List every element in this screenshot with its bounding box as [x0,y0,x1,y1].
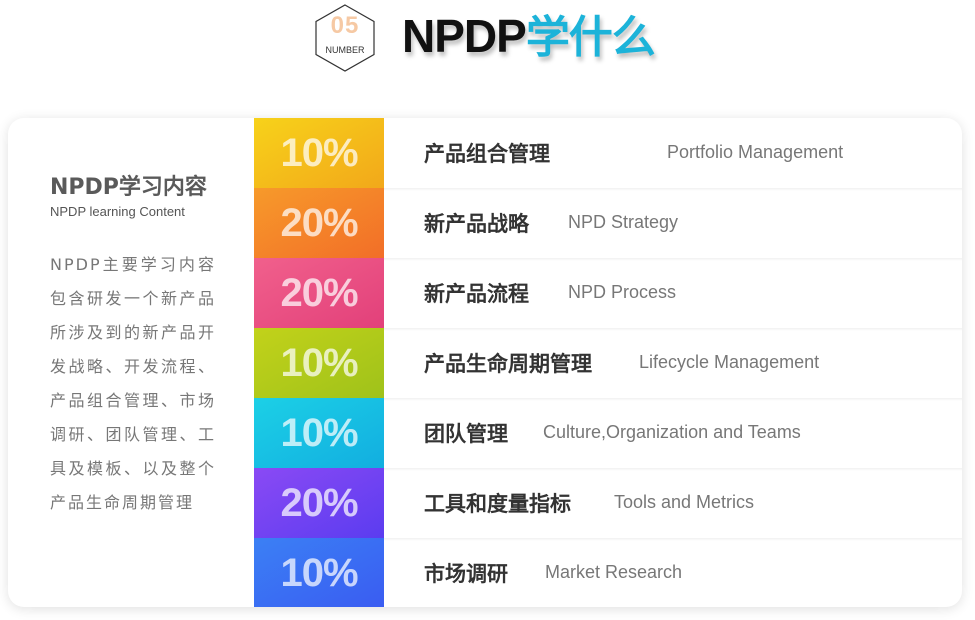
badge-number: 05 [330,12,360,39]
percent-block: 10% [254,398,384,468]
topic-name-en: NPD Strategy [568,212,679,232]
topic-list: 10% 产品组合管理 Portfolio Management 20% 新产品战略 NPD… [254,118,962,607]
percent-block: 10% [254,328,384,398]
topic-name-cn: 产品生命周期管理 [424,352,592,376]
topic-row: 10% 团队管理 Culture,Organization and Teams [254,398,962,471]
topic-name-en: NPD Process [568,282,677,302]
topic-row: 10% 产品生命周期管理 Lifecycle Management [254,328,962,401]
row-divider [384,188,962,191]
topic-row: 10% 市场调研 Market Research [254,538,962,607]
row-divider [384,398,962,401]
header: 05 NUMBER NPDP学什么 [0,0,975,80]
row-divider [384,468,962,471]
page-title-en: NPDP [402,10,527,62]
topic-name-cn: 产品组合管理 [424,142,550,166]
row-divider [384,538,962,541]
percent-block: 10% [254,538,384,607]
topic-name-cn: 工具和度量指标 [424,492,571,516]
topic-name-en: Market Research [545,562,683,582]
percent-block: 10% [254,118,384,188]
topic-name-cn: 新产品流程 [424,282,529,306]
row-divider [384,258,962,261]
topic-name-cn: 新产品战略 [424,212,529,236]
topic-row: 20% 新产品战略 NPD Strategy [254,188,962,261]
content-card: NPDP学习内容 NPDP learning Content NPDP主要学习内… [8,118,962,607]
topic-name-en: Portfolio Management [667,142,844,162]
topic-name-en: Tools and Metrics [614,492,755,512]
side-subtitle: NPDP learning Content [50,204,185,219]
topic-name-cn: 市场调研 [424,562,508,586]
row-divider [384,328,962,331]
topic-row: 20% 新产品流程 NPD Process [254,258,962,331]
side-title: NPDP学习内容 [50,175,207,200]
hexagon-icon [315,4,375,72]
percent-block: 20% [254,258,384,328]
topic-row: 20% 工具和度量指标 Tools and Metrics [254,468,962,541]
percent-block: 20% [254,468,384,538]
topic-name-en: Culture,Organization and Teams [543,422,801,442]
page-title: NPDP学什么 [402,6,656,66]
topic-name-cn: 团队管理 [424,422,508,446]
side-description: NPDP主要学习内容包含研发一个新产品所涉及到的新产品开发战略、开发流程、产品组… [50,255,216,512]
topic-name-en: Lifecycle Management [639,352,820,372]
side-panel: NPDP学习内容 NPDP learning Content NPDP主要学习内… [8,118,254,607]
topic-row: 10% 产品组合管理 Portfolio Management [254,118,962,191]
percent-block: 20% [254,188,384,258]
number-badge: 05 NUMBER [314,4,376,72]
badge-label: NUMBER [325,45,365,55]
page-title-cn: 学什么 [525,12,656,63]
